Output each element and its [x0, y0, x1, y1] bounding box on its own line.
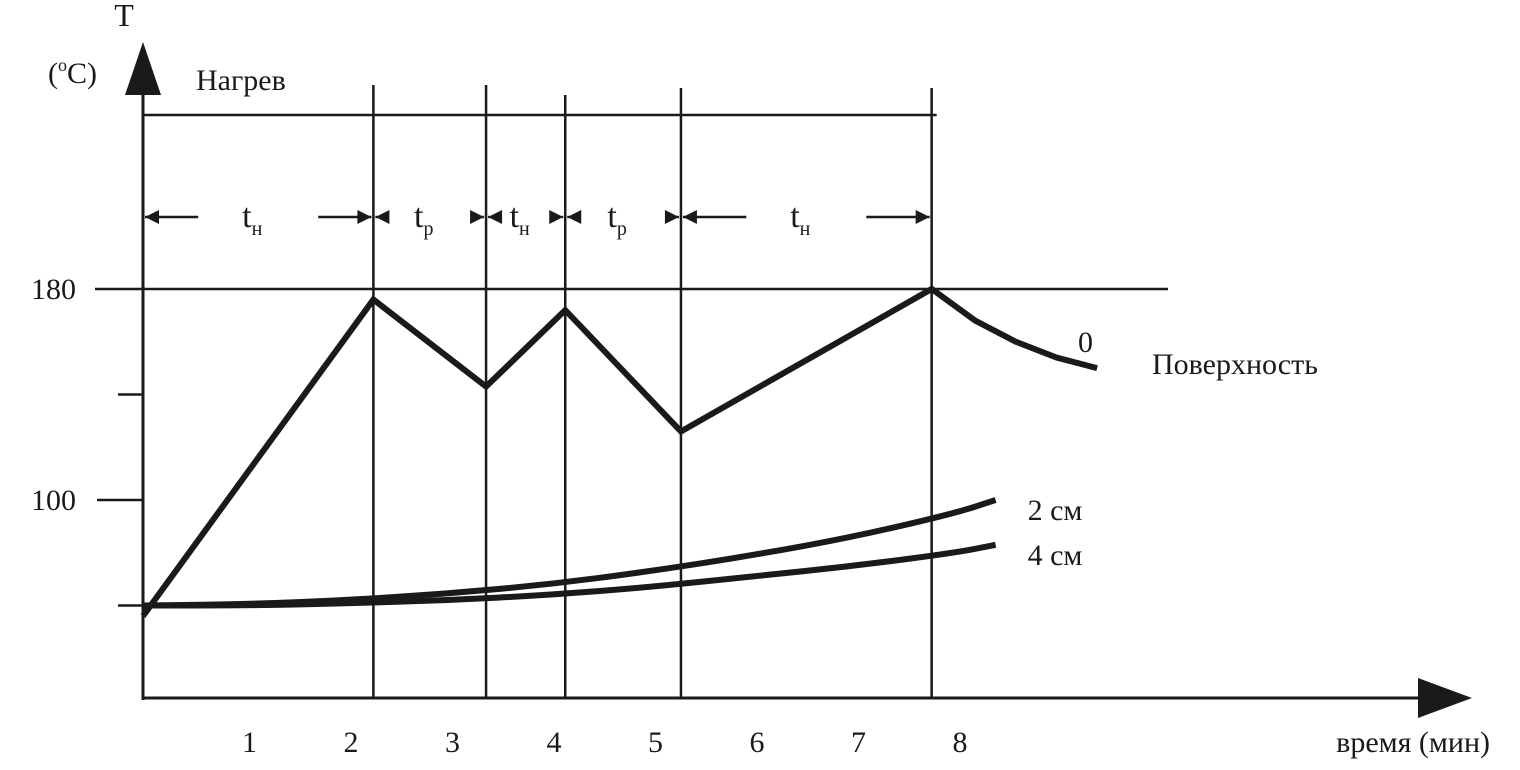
x-tick-label-2: 2	[344, 726, 359, 759]
phase-interval-3: tн	[488, 198, 564, 240]
phase-arrowhead	[567, 210, 582, 224]
y-tick-label-180: 180	[31, 273, 76, 306]
series-line-2	[142, 497, 997, 609]
phase-arrowhead	[682, 210, 697, 224]
x-tick-label-1: 1	[242, 726, 257, 759]
phase-label: tр	[414, 198, 433, 240]
phase-arrowhead	[664, 210, 679, 224]
y-axis-arrowhead	[125, 42, 161, 95]
phase-label: tн	[790, 198, 810, 240]
x-tick-label-5: 5	[648, 726, 663, 759]
y-axis-label: T	[114, 0, 134, 33]
phase-arrowhead	[375, 210, 390, 224]
series-line-1	[140, 285, 1098, 618]
axes	[125, 42, 1472, 718]
phase-arrowhead	[470, 210, 485, 224]
phase-arrowhead	[357, 210, 372, 224]
phase-interval-5: tн	[682, 198, 930, 240]
x-tick-label-3: 3	[445, 726, 460, 759]
series-name-label: Поверхность	[1152, 348, 1318, 381]
x-axis-label: время (мин)	[1336, 726, 1490, 759]
x-tick-label-4: 4	[547, 726, 562, 759]
x-tick-label-6: 6	[750, 726, 765, 759]
phase-interval-1: tн	[145, 198, 372, 240]
phase-layer: tн tр tн tр tн	[143, 85, 937, 698]
phase-arrowhead	[488, 210, 503, 224]
series-name-label: 4 см	[1028, 539, 1083, 572]
series-line-3	[143, 541, 997, 609]
series-layer: 0 Поверхность 2 см 4 см	[140, 285, 1318, 618]
phase-arrowhead	[549, 210, 564, 224]
phase-arrowhead	[145, 210, 159, 224]
x-tick-label-8: 8	[953, 726, 968, 759]
phase-label: tн	[242, 198, 262, 240]
phase-label: tн	[510, 198, 530, 240]
phase-arrowhead	[915, 210, 930, 224]
x-tick-label-7: 7	[851, 726, 866, 759]
ticks-layer: 180 100 1 2 3 4 5 6 7 8	[31, 273, 968, 759]
phase-interval-4: tр	[567, 198, 679, 240]
x-axis-arrowhead	[1418, 678, 1472, 718]
phase-label: tр	[607, 198, 626, 240]
series-name-label: 2 см	[1028, 494, 1083, 527]
y-tick-label-100: 100	[31, 484, 76, 517]
heating-label: Нагрев	[196, 64, 286, 97]
phase-interval-2: tр	[375, 198, 485, 240]
y-axis-unit: (oC)	[48, 55, 97, 90]
series-end-label: 0	[1078, 326, 1093, 359]
